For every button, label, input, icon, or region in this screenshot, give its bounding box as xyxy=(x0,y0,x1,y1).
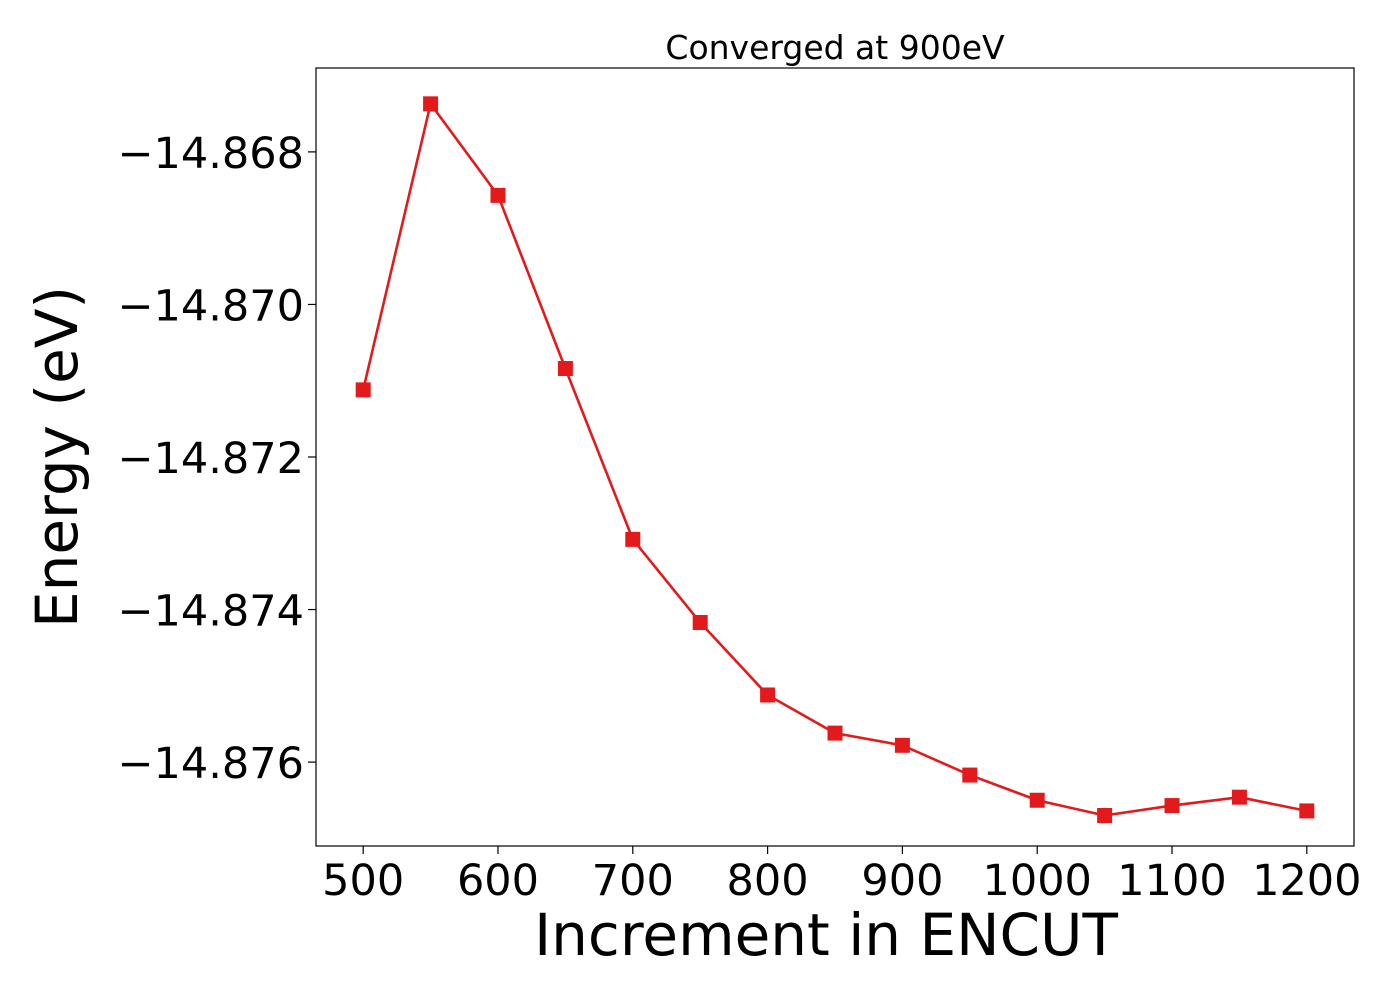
data-point xyxy=(1029,792,1045,808)
y-tick-label: −14.870 xyxy=(118,281,305,331)
series-line xyxy=(361,100,1308,817)
y-tick-label: −14.874 xyxy=(118,587,305,637)
chart-title: Converged at 900eV xyxy=(665,28,1005,67)
y-tick-label: −14.872 xyxy=(118,434,305,484)
y-axis-title: Energy (eV) xyxy=(23,286,91,628)
x-ticks: 500 600 700 800 900 1000 1100 1200 xyxy=(322,846,1362,906)
data-point xyxy=(1164,798,1180,814)
x-tick-label: 1200 xyxy=(1252,856,1361,906)
data-point xyxy=(625,531,641,547)
data-point xyxy=(490,187,506,203)
data-point xyxy=(962,767,978,783)
y-tick-label: −14.876 xyxy=(118,739,305,789)
data-point xyxy=(557,361,573,377)
y-tick-label: −14.868 xyxy=(118,129,305,179)
data-point xyxy=(760,687,776,703)
data-point xyxy=(827,725,843,741)
x-tick-label: 800 xyxy=(727,856,809,906)
data-point xyxy=(1231,789,1247,805)
data-point xyxy=(1299,803,1315,819)
data-point xyxy=(894,737,910,753)
data-point xyxy=(355,382,371,398)
series-markers xyxy=(355,96,1315,823)
x-tick-label: 1000 xyxy=(982,856,1091,906)
data-point xyxy=(692,615,708,631)
x-tick-label: 500 xyxy=(322,856,404,906)
data-point xyxy=(423,96,439,112)
x-axis-title: Increment in ENCUT xyxy=(534,901,1118,969)
x-tick-label: 1100 xyxy=(1117,856,1226,906)
data-point xyxy=(1097,807,1113,823)
x-tick-label: 600 xyxy=(457,856,539,906)
y-ticks: −14.868 −14.870 −14.872 −14.874 −14.876 xyxy=(118,129,316,789)
x-tick-label: 700 xyxy=(592,856,674,906)
x-tick-label: 900 xyxy=(861,856,943,906)
